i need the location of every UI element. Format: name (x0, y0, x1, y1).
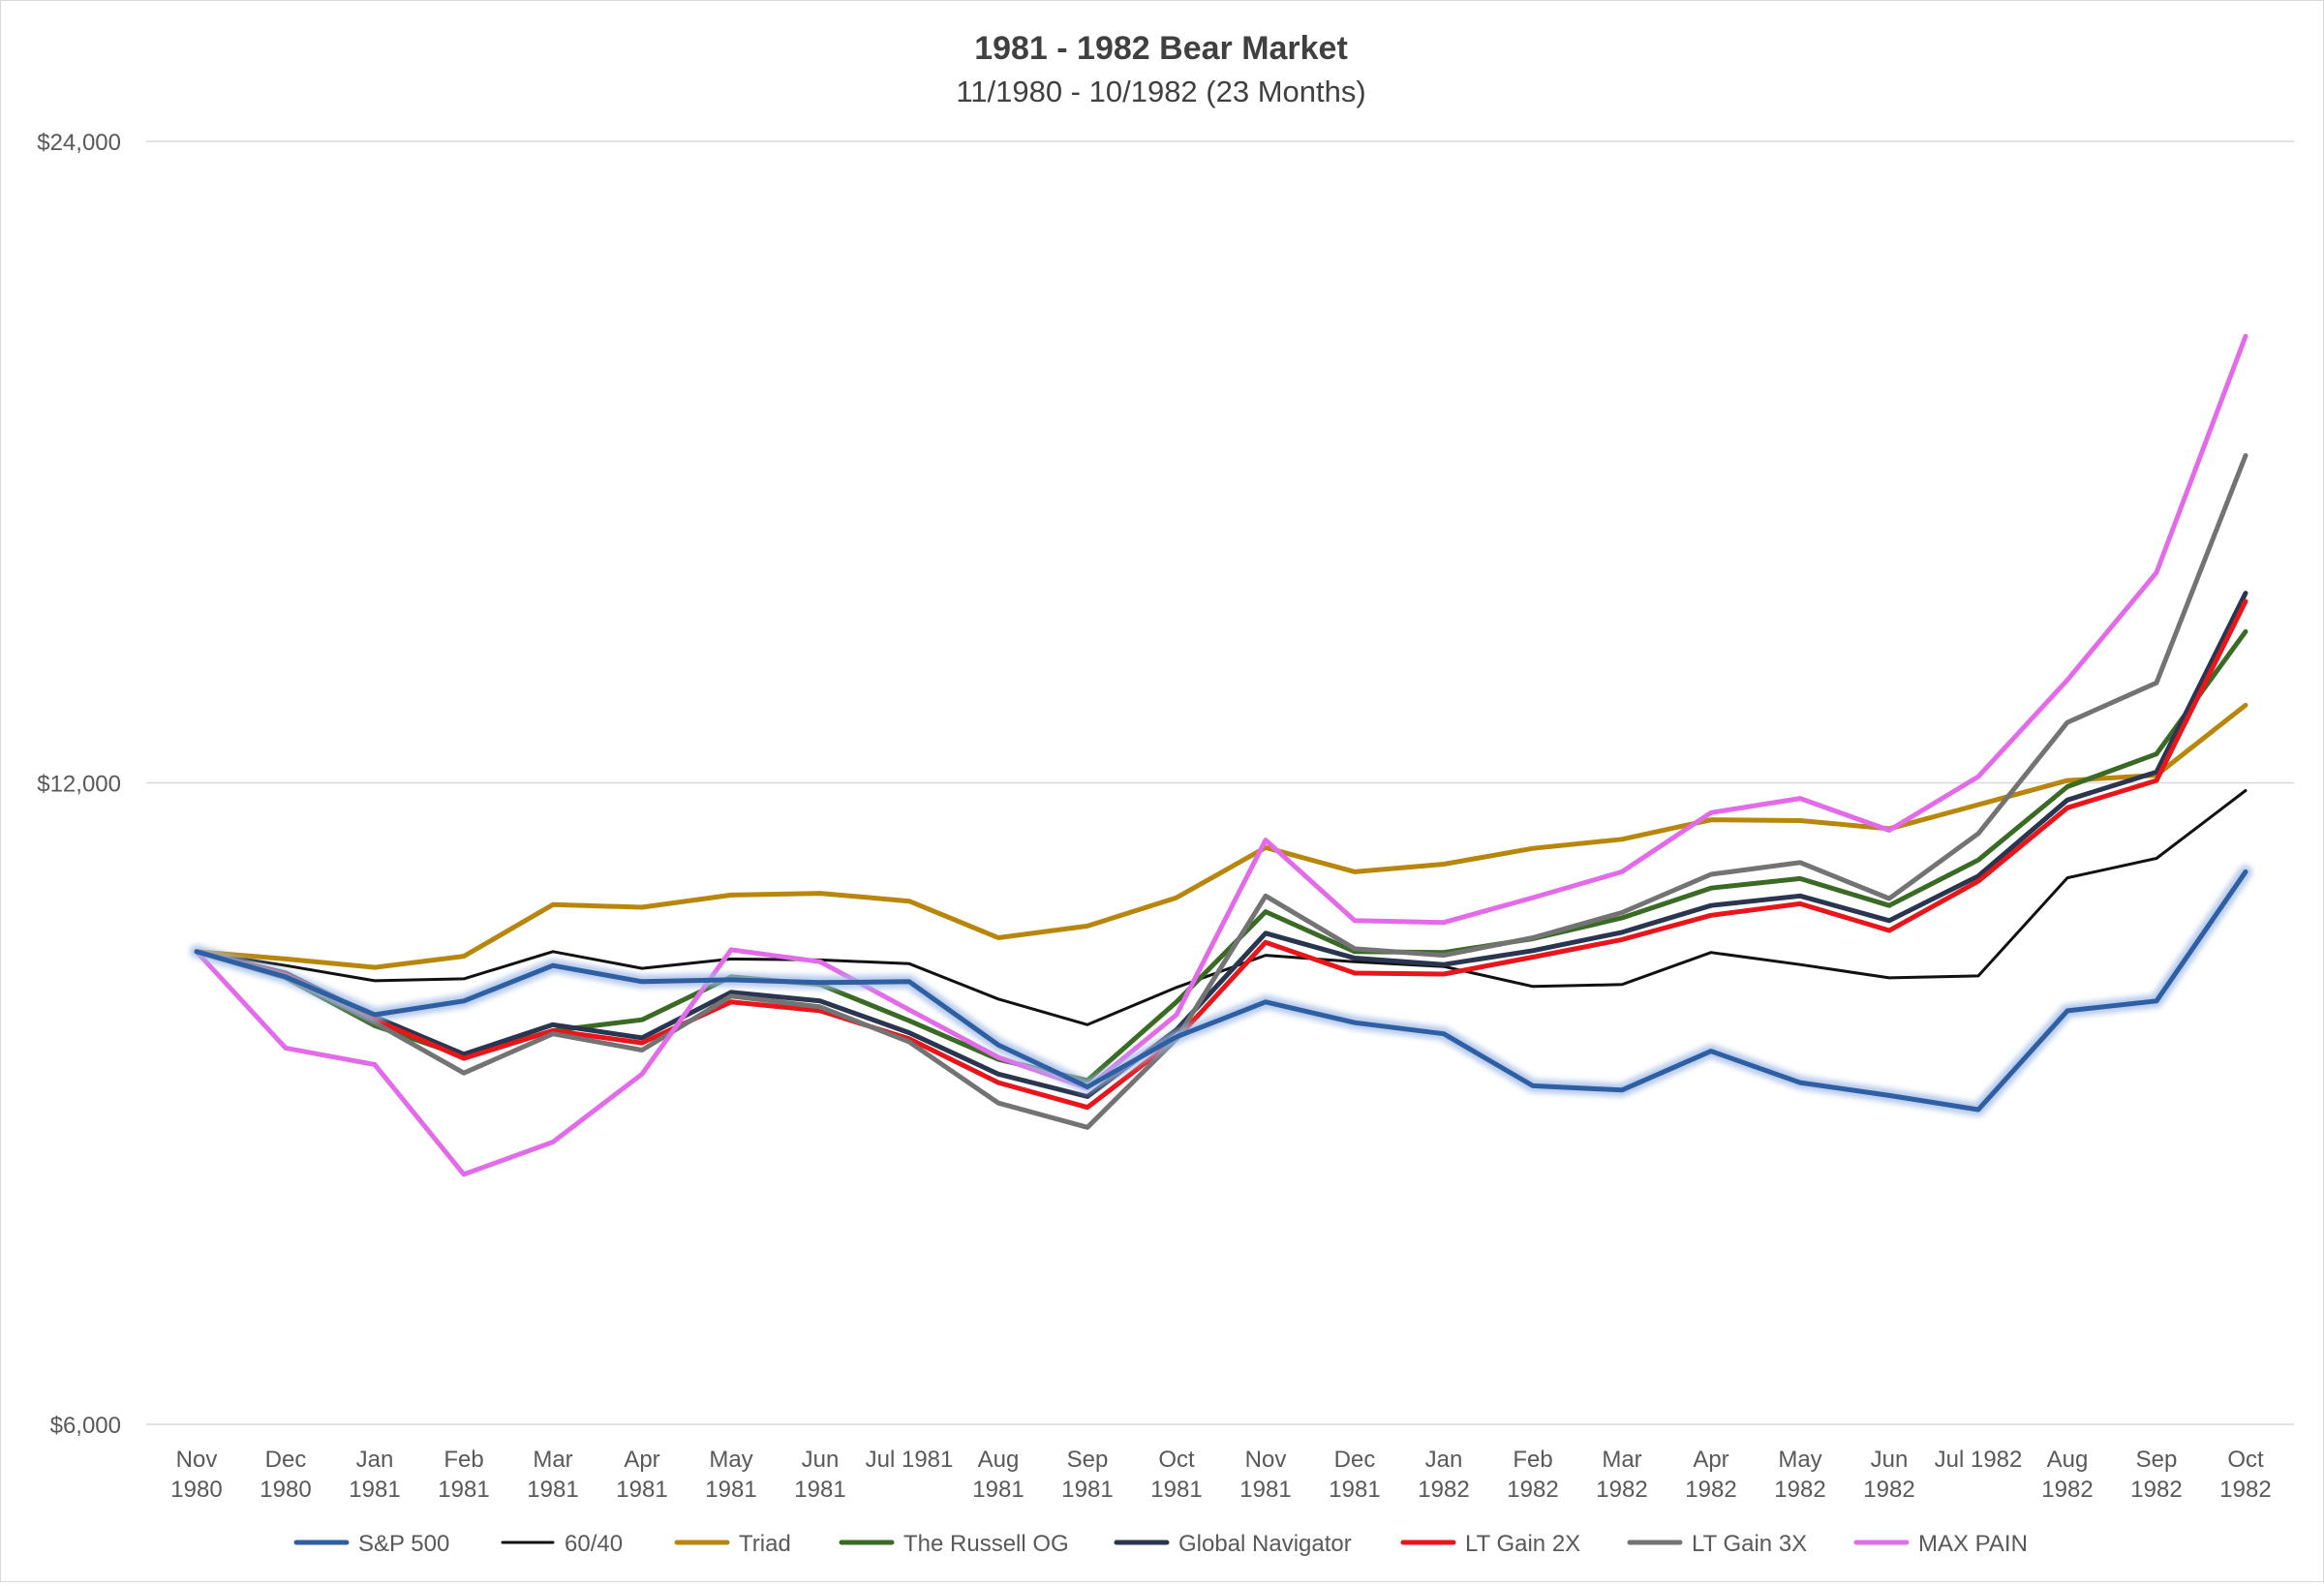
legend-item: Global Navigator (1114, 1531, 1352, 1557)
y-axis-ticks: $24,000 $12,000 $6,000 (37, 130, 121, 1439)
y-tick-label: $6,000 (50, 1413, 121, 1439)
x-tick-label: Nov 1980 (170, 1447, 222, 1503)
x-axis-ticks: Nov 1980 Dec 1980 Jan 1981 Feb 1981 Mar 1981 Apr 19… (170, 1447, 2271, 1503)
x-tick-label: Oct 1981 (1150, 1447, 1202, 1503)
series-line-max-pain (194, 333, 2248, 1177)
x-tick-label: May 1981 (705, 1447, 756, 1503)
x-tick-label: Dec 1981 (1329, 1447, 1380, 1503)
legend-label: LT Gain 2X (1465, 1531, 1580, 1557)
x-tick-label: Nov 1981 (1239, 1447, 1291, 1503)
x-tick-label: Dec 1980 (260, 1447, 311, 1503)
x-tick-label: Sep 1981 (1061, 1447, 1113, 1503)
legend: S&P 500 60/40 Triad The Russell OG Global Na… (293, 1531, 2028, 1557)
legend-item: The Russell OG (839, 1531, 1069, 1557)
x-tick-label: Jun 1981 (794, 1447, 845, 1503)
x-tick-label: Oct 1982 (2219, 1447, 2271, 1503)
x-tick-label: May 1982 (1774, 1447, 1825, 1503)
chart-subtitle: 11/1980 - 10/1982 (23 Months) (956, 75, 1365, 108)
legend-item: LT Gain 3X (1627, 1531, 1807, 1557)
y-tick-label: $12,000 (37, 772, 121, 798)
series-line-s-p-500 (194, 869, 2248, 1113)
x-tick-label: Mar 1982 (1596, 1447, 1647, 1503)
x-tick-label: Jul 1981 (866, 1447, 954, 1473)
legend-label: 60/40 (565, 1531, 623, 1557)
chart-title: 1981 - 1982 Bear Market (974, 30, 1348, 67)
series-line-triad (194, 702, 2248, 970)
x-tick-label: Apr 1982 (1685, 1447, 1736, 1503)
x-tick-label: Apr 1981 (616, 1447, 667, 1503)
legend-label: Triad (739, 1531, 791, 1557)
legend-label: Global Navigator (1178, 1531, 1352, 1557)
legend-label: LT Gain 3X (1692, 1531, 1807, 1557)
legend-label: MAX PAIN (1918, 1531, 2028, 1557)
x-tick-label: Sep 1982 (2130, 1447, 2182, 1503)
x-tick-label: Jun 1982 (1863, 1447, 1914, 1503)
x-tick-label: Feb 1982 (1507, 1447, 1558, 1503)
legend-item: MAX PAIN (1853, 1531, 2028, 1557)
legend-item: LT Gain 2X (1400, 1531, 1580, 1557)
legend-label: S&P 500 (358, 1531, 449, 1557)
x-tick-label: Feb 1981 (438, 1447, 489, 1503)
series-layer (190, 333, 2252, 1177)
series-line-lt-gain-2x (194, 598, 2248, 1111)
x-tick-label: Jan 1982 (1418, 1447, 1469, 1503)
gridlines (146, 140, 2294, 1425)
series-line-global-navigator (194, 591, 2248, 1099)
legend-item: S&P 500 (293, 1531, 449, 1557)
y-tick-label: $24,000 (37, 130, 121, 156)
legend-label: The Russell OG (903, 1531, 1069, 1557)
x-tick-label: Jul 1982 (1935, 1447, 2023, 1473)
legend-item: Triad (674, 1531, 791, 1557)
x-tick-label: Jan 1981 (349, 1447, 400, 1503)
x-tick-label: Mar 1981 (527, 1447, 578, 1503)
x-tick-label: Aug 1982 (2041, 1447, 2093, 1503)
x-tick-label: Aug 1981 (972, 1447, 1024, 1503)
series-line-lt-gain-3x (194, 453, 2248, 1130)
legend-item: 60/40 (501, 1531, 623, 1557)
